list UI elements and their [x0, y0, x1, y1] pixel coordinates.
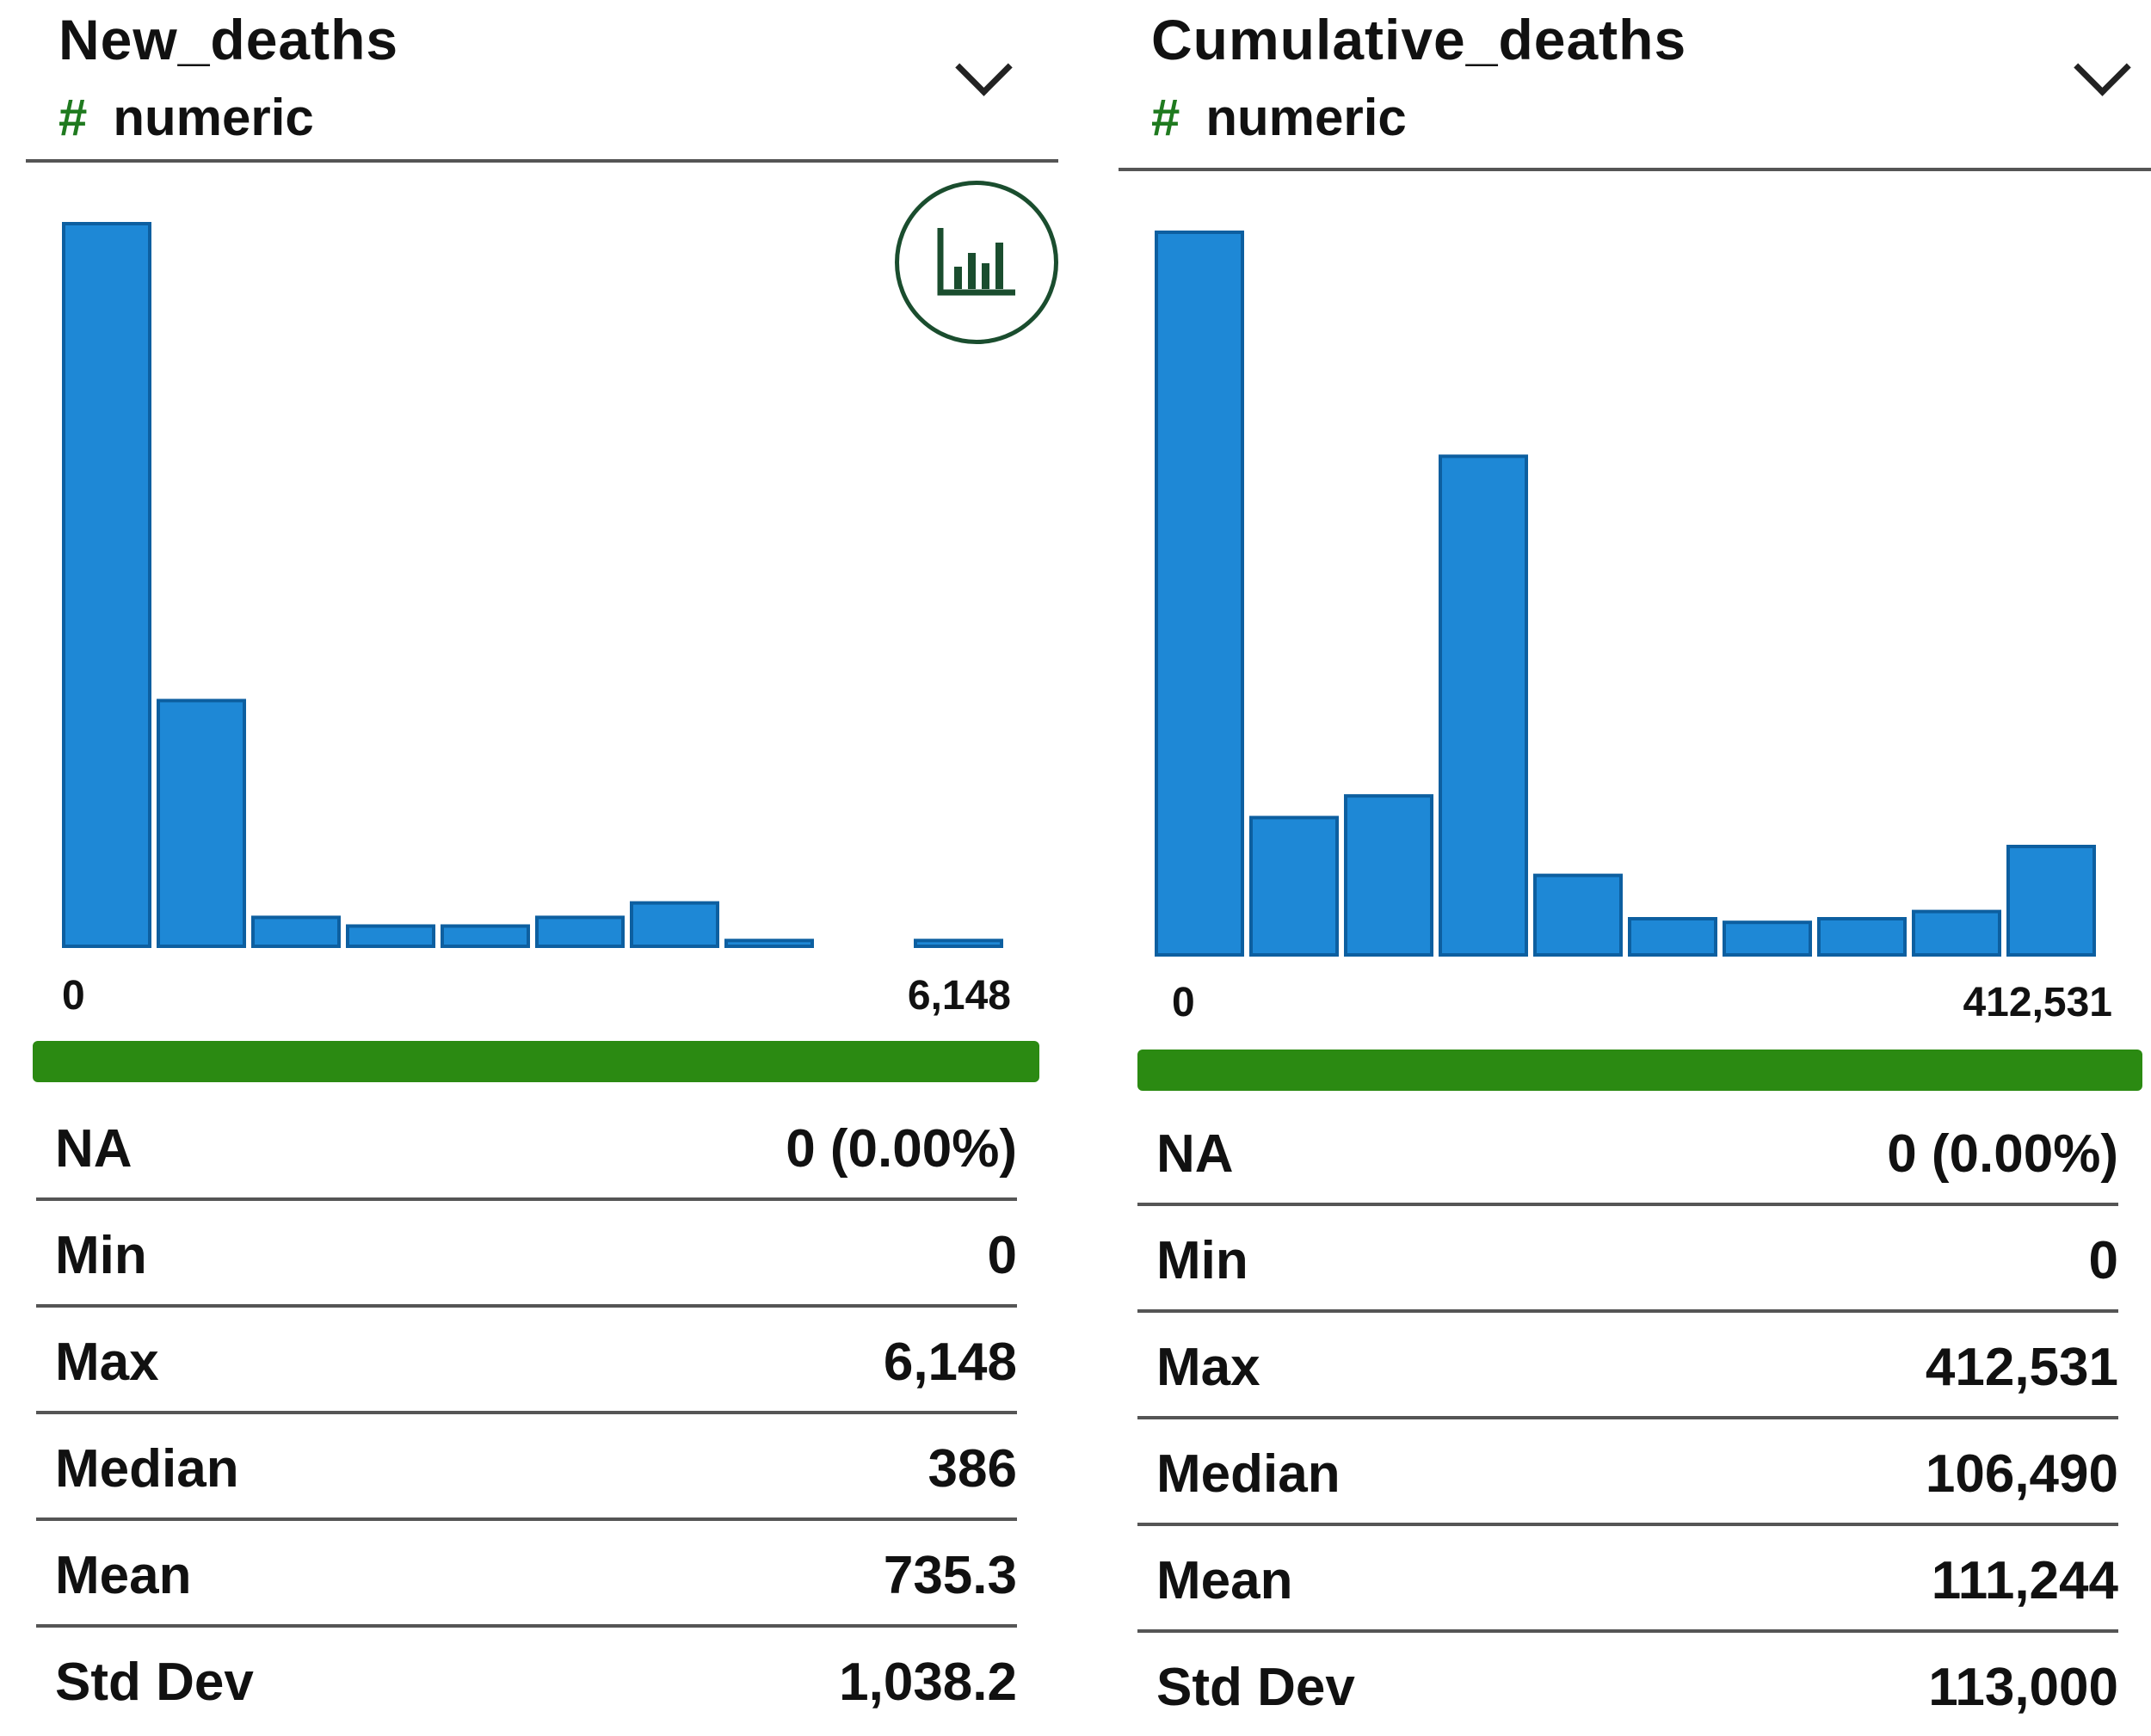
histogram-bar	[535, 915, 625, 949]
histogram-bar	[1723, 920, 1812, 957]
stat-row-median: Median 386	[36, 1414, 1017, 1521]
stat-value: 0 (0.00%)	[786, 1119, 1017, 1179]
histogram-bar	[1439, 454, 1528, 957]
stat-label: Min	[55, 1226, 147, 1285]
histogram-bar	[346, 924, 435, 948]
column-panel-new-deaths: New_deaths # numeric 0 6,148 NA 0 (0.00%)…	[26, 0, 1058, 1712]
stats-table: NA 0 (0.00%) Min 0 Max 412,531 Median 10…	[1137, 1099, 2118, 1736]
stat-label: Min	[1156, 1231, 1248, 1290]
range-min-label: 0	[1172, 980, 1195, 1025]
stat-row-std-dev: Std Dev 1,038.2	[36, 1628, 1017, 1731]
column-type: # numeric	[59, 88, 314, 147]
chevron-down-icon[interactable]	[955, 39, 1013, 96]
numeric-type-icon: #	[1151, 89, 1180, 146]
header-divider	[1119, 168, 2151, 171]
numeric-type-icon: #	[59, 89, 88, 146]
stat-label: NA	[55, 1119, 133, 1179]
stat-label: Median	[55, 1439, 239, 1499]
column-title: Cumulative_deaths	[1151, 8, 1687, 71]
stat-label: Std Dev	[1156, 1658, 1355, 1717]
histogram-bar	[1628, 917, 1717, 957]
stat-row-max: Max 6,148	[36, 1308, 1017, 1414]
histogram-bar	[914, 939, 1003, 949]
chevron-down-icon[interactable]	[2074, 39, 2131, 96]
histogram-bar	[2006, 845, 2096, 957]
bar-chart-icon	[937, 228, 1015, 296]
stat-label: Mean	[55, 1546, 192, 1605]
stat-row-min: Min 0	[36, 1201, 1017, 1308]
histogram-bar	[441, 924, 530, 948]
stat-row-max: Max 412,531	[1137, 1313, 2118, 1419]
stat-label: NA	[1156, 1124, 1234, 1184]
stat-value: 1,038.2	[839, 1653, 1017, 1712]
histogram-bar	[1533, 873, 1623, 957]
histogram-bar	[1155, 231, 1244, 957]
stat-value: 386	[928, 1439, 1017, 1499]
column-panel-cumulative-deaths: Cumulative_deaths # numeric 0 412,531 NA …	[1119, 0, 2151, 1717]
histogram-bar	[1344, 794, 1433, 957]
type-label: numeric	[113, 89, 314, 146]
histogram-bar	[157, 699, 246, 949]
histogram-bar	[251, 915, 341, 949]
histogram	[62, 222, 1003, 949]
stat-row-median: Median 106,490	[1137, 1419, 2118, 1526]
column-title: New_deaths	[59, 8, 399, 71]
histogram-bar	[1249, 816, 1339, 957]
stat-value: 0	[2088, 1231, 2118, 1290]
histogram-bar	[1912, 909, 2001, 957]
stat-row-mean: Mean 111,244	[1137, 1526, 2118, 1633]
histogram-bar	[724, 939, 814, 949]
stat-value: 0 (0.00%)	[1887, 1124, 2118, 1184]
valid-values-bar	[33, 1041, 1039, 1082]
header-divider	[26, 159, 1058, 163]
stat-value: 0	[987, 1226, 1017, 1285]
stats-table: NA 0 (0.00%) Min 0 Max 6,148 Median 386 …	[36, 1094, 1017, 1731]
valid-values-bar	[1137, 1050, 2142, 1091]
stat-value: 113,000	[1928, 1658, 2118, 1717]
stat-label: Median	[1156, 1444, 1341, 1504]
histogram-bar	[630, 901, 719, 948]
stat-label: Max	[55, 1333, 159, 1392]
stat-row-na: NA 0 (0.00%)	[36, 1094, 1017, 1201]
stat-label: Mean	[1156, 1551, 1293, 1610]
stat-label: Std Dev	[55, 1653, 254, 1712]
stat-value: 6,148	[883, 1333, 1017, 1392]
histogram-bar	[1817, 917, 1907, 957]
histogram-bar	[62, 222, 151, 948]
type-label: numeric	[1205, 89, 1407, 146]
stat-row-mean: Mean 735.3	[36, 1521, 1017, 1628]
stat-row-std-dev: Std Dev 113,000	[1137, 1633, 2118, 1736]
stat-row-na: NA 0 (0.00%)	[1137, 1099, 2118, 1206]
stat-value: 111,244	[1931, 1551, 2118, 1610]
stat-value: 735.3	[883, 1546, 1017, 1605]
stat-label: Max	[1156, 1338, 1260, 1397]
histogram	[1155, 231, 2096, 957]
stat-row-min: Min 0	[1137, 1206, 2118, 1313]
stat-value: 106,490	[1925, 1444, 2118, 1504]
stat-value: 412,531	[1925, 1338, 2118, 1397]
range-max-label: 6,148	[907, 973, 1011, 1019]
range-max-label: 412,531	[1963, 980, 2112, 1025]
chart-view-button[interactable]	[895, 181, 1058, 344]
column-type: # numeric	[1151, 88, 1407, 147]
range-min-label: 0	[62, 973, 85, 1019]
